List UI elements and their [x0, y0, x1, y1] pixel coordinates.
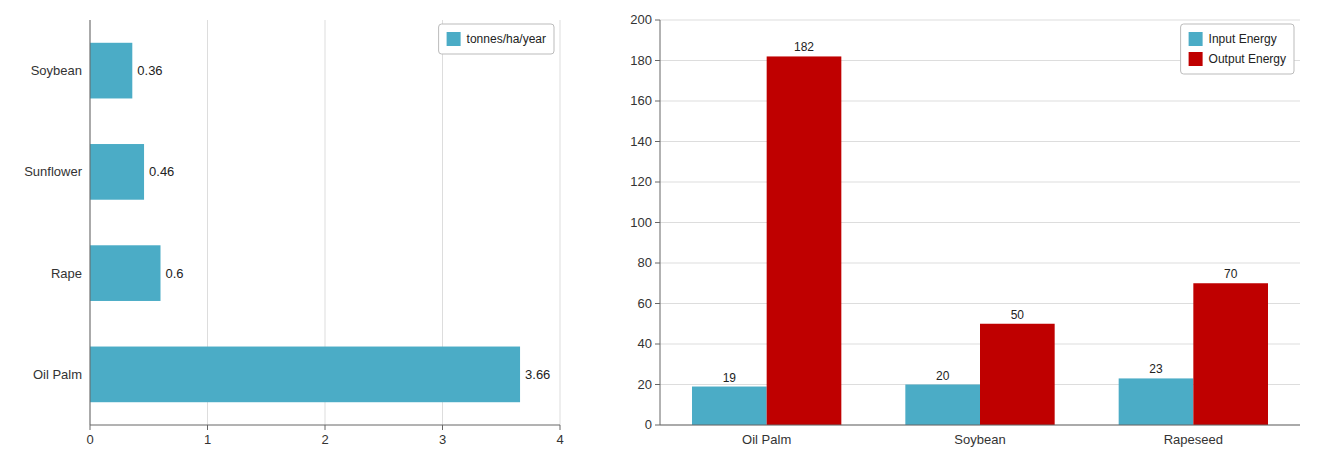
bar: [90, 347, 520, 403]
tick-label: 0: [645, 417, 652, 432]
legend-swatch: [1189, 32, 1203, 46]
tick-mark: [655, 222, 660, 223]
data-label: 19: [723, 371, 737, 385]
tick-label: 4: [556, 432, 563, 447]
tick-mark: [655, 20, 660, 21]
chart: 0 1 2 3 4 3.66 0.6 0.46 0.36 Oil Palm Rape Sunflowe…: [24, 20, 563, 447]
figure: 012343.660.60.460.36Oil PalmRapeSunflowe…: [0, 0, 1326, 465]
bar: [1193, 283, 1268, 425]
data-label: 70: [1224, 267, 1238, 281]
tick-label: 100: [630, 215, 652, 230]
data-label: 0.46: [149, 164, 174, 179]
tick-mark: [325, 425, 326, 430]
tick-mark: [655, 263, 660, 264]
grid: [90, 20, 560, 425]
axis-line: [90, 425, 560, 426]
tick-label: 3: [439, 432, 446, 447]
tick-mark: [655, 182, 660, 183]
legend-swatch: [447, 32, 461, 46]
tick-label: 120: [630, 174, 652, 189]
category-label: Rapeseed: [1164, 432, 1223, 447]
category-label: Rape: [51, 266, 82, 281]
data-label: 0.6: [166, 266, 184, 281]
tick-label: 40: [638, 336, 652, 351]
page: {"chart_data": [ {"type": "bar", "orient…: [0, 0, 1326, 465]
legend: tonnes/ha/year: [439, 24, 554, 54]
tick-label: 2: [321, 432, 328, 447]
bars: [692, 56, 1268, 425]
legend-label: tonnes/ha/year: [467, 32, 546, 46]
category-axis: Oil Palm Soybean Rapeseed: [660, 20, 1300, 447]
axis-line: [90, 20, 91, 425]
grid-line: [660, 20, 1300, 21]
tick-mark: [560, 425, 561, 430]
tick-mark: [655, 344, 660, 345]
category-label: Soybean: [954, 432, 1005, 447]
tick-mark: [655, 101, 660, 102]
data-label: 0.36: [137, 63, 162, 78]
bar: [905, 385, 980, 426]
grid-line: [660, 222, 1300, 223]
data-label: 50: [1011, 308, 1025, 322]
tick-mark: [655, 303, 660, 304]
value-axis: 0 20 40 60 80 100 120 140 160 180 200: [630, 12, 660, 432]
bar: [1119, 378, 1194, 425]
tick-mark: [655, 141, 660, 142]
data-label: 182: [794, 40, 814, 54]
data-labels: 19 20 23 182 50 70: [723, 40, 1238, 384]
legend-swatch: [1189, 52, 1203, 66]
grid: [660, 20, 1300, 425]
category-label: Oil Palm: [33, 367, 82, 382]
grid-line: [660, 263, 1300, 264]
tick-mark: [655, 384, 660, 385]
legend-label: Input Energy: [1209, 32, 1277, 46]
bar: [767, 56, 842, 425]
tick-mark: [655, 425, 660, 426]
legend-box: [439, 24, 554, 54]
grid-line: [660, 182, 1300, 183]
bar: [90, 144, 144, 200]
bar: [90, 43, 132, 99]
tick-label: 0: [86, 432, 93, 447]
tick-label: 60: [638, 296, 652, 311]
axis-line: [660, 425, 1300, 426]
tick-label: 180: [630, 53, 652, 68]
tick-mark: [655, 60, 660, 61]
bar: [980, 324, 1055, 425]
grid-line: [660, 101, 1300, 102]
bar: [692, 387, 767, 425]
chart: 0 20 40 60 80 100 120 140 160 180 200 19 20 23 182 50 70…: [630, 12, 1300, 447]
grid-line: [660, 425, 1300, 426]
data-label: 23: [1149, 362, 1163, 376]
category-label: Soybean: [31, 63, 82, 78]
bars: [90, 43, 520, 402]
data-label: 3.66: [525, 367, 550, 382]
tick-label: 20: [638, 377, 652, 392]
data-label: 20: [936, 369, 950, 383]
legend-label: Output Energy: [1209, 52, 1286, 66]
legend: Input Energy Output Energy: [1181, 24, 1294, 74]
value-axis: 0 1 2 3 4: [86, 425, 563, 447]
tick-mark: [90, 425, 91, 430]
tick-label: 1: [204, 432, 211, 447]
tick-mark: [442, 425, 443, 430]
grid-line: [660, 141, 1300, 142]
grid-line: [90, 20, 91, 425]
grid-line: [560, 20, 561, 425]
category-axis: Oil Palm Rape Sunflower Soybean: [24, 20, 560, 425]
axis-line: [660, 20, 661, 425]
tick-label: 160: [630, 93, 652, 108]
legend-box: [1181, 24, 1294, 74]
tick-label: 200: [630, 12, 652, 27]
bar: [90, 245, 161, 301]
category-label: Sunflower: [24, 164, 82, 179]
tick-label: 80: [638, 255, 652, 270]
tick-label: 140: [630, 134, 652, 149]
data-labels: 3.66 0.6 0.46 0.36: [137, 63, 550, 382]
category-label: Oil Palm: [742, 432, 791, 447]
tick-mark: [207, 425, 208, 430]
